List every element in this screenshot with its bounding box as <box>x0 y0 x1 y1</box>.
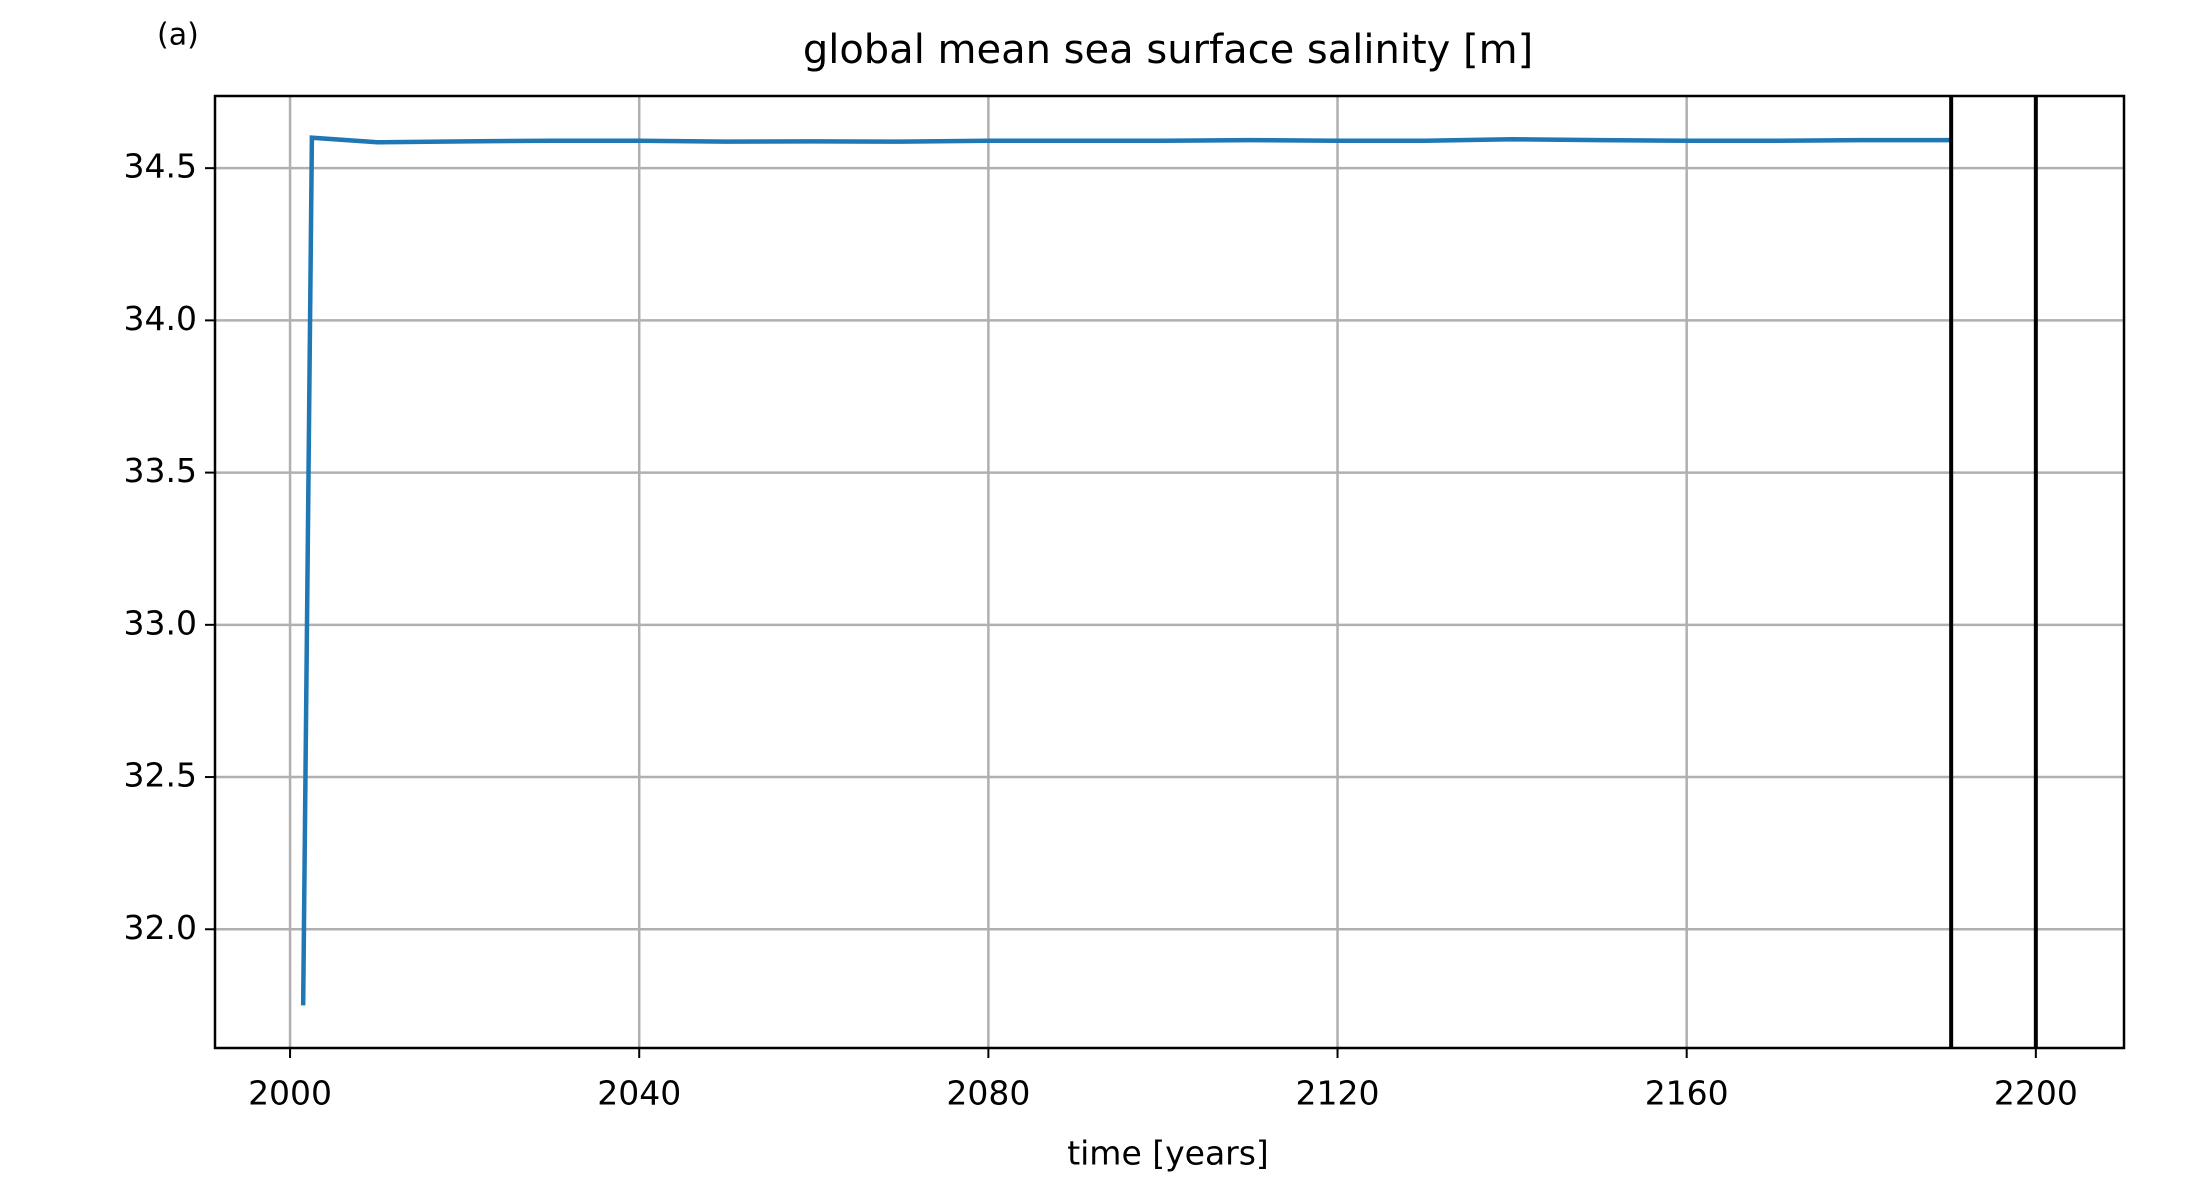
y-tick-label: 33.0 <box>124 603 197 642</box>
x-axis-label: time [years] <box>1067 1134 1269 1173</box>
x-tick-label: 2080 <box>946 1074 1030 1113</box>
y-tick-label: 34.5 <box>124 147 197 186</box>
y-tick-label: 32.5 <box>124 756 197 795</box>
x-tick-label: 2000 <box>248 1074 332 1113</box>
data-line <box>300 135 1953 1006</box>
x-tick-label: 2120 <box>1296 1074 1380 1113</box>
x-tick-label: 2160 <box>1645 1074 1729 1113</box>
annotation: (a) <box>157 18 199 53</box>
y-tick-label: 32.0 <box>124 908 197 947</box>
y-tick-label: 33.5 <box>124 451 197 490</box>
x-tick-label: 2200 <box>1994 1074 2078 1113</box>
x-tick-label: 2040 <box>597 1074 681 1113</box>
plot-frame <box>213 94 2126 1050</box>
y-tick-label: 34.0 <box>124 299 197 338</box>
chart-title: global mean sea surface salinity [m] <box>803 27 1533 73</box>
